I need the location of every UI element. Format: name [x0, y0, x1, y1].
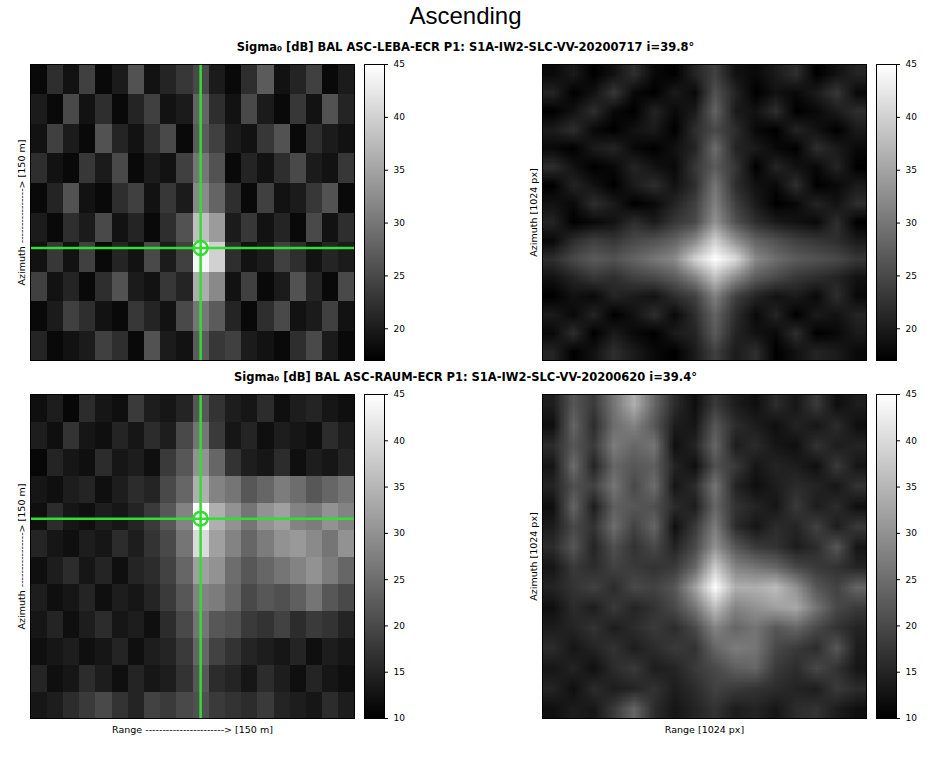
svg-text:45: 45: [906, 59, 917, 69]
svg-text:Azimuth ----------------> [150: Azimuth ----------------> [150 m]: [16, 140, 27, 286]
svg-text:45: 45: [906, 389, 917, 399]
svg-text:15: 15: [906, 667, 917, 677]
svg-text:Range [1024 px]: Range [1024 px]: [665, 724, 744, 735]
svg-text:30: 30: [906, 218, 918, 228]
svg-text:20: 20: [906, 324, 918, 334]
svg-text:40: 40: [394, 436, 406, 446]
svg-text:30: 30: [394, 218, 406, 228]
svg-text:10: 10: [906, 713, 918, 723]
svg-text:25: 25: [394, 575, 405, 585]
svg-text:25: 25: [906, 271, 917, 281]
svg-text:40: 40: [906, 112, 918, 122]
svg-text:25: 25: [394, 271, 405, 281]
html-text:Sigma₀ [dB] BAL ASC-RAUM-ECR P: Sigma₀ [dB] BAL ASC-RAUM-ECR P1: S1A-IW2…: [234, 370, 697, 384]
svg-text:Azimuth [1024 px]: Azimuth [1024 px]: [528, 168, 539, 256]
svg-text:30: 30: [906, 528, 918, 538]
svg-text:40: 40: [394, 112, 406, 122]
svg-text:45: 45: [394, 389, 405, 399]
svg-text:Azimuth ----------------> [150: Azimuth ----------------> [150 m]: [16, 484, 27, 630]
svg-text:40: 40: [906, 436, 918, 446]
html-text:Sigma₀ [dB] BAL ASC-LEBA-ECR P: Sigma₀ [dB] BAL ASC-LEBA-ECR P1: S1A-IW2…: [236, 40, 695, 54]
svg-text:20: 20: [906, 621, 918, 631]
svg-text:35: 35: [906, 165, 917, 175]
svg-text:20: 20: [394, 324, 406, 334]
svg-text:45: 45: [394, 59, 405, 69]
svg-text:35: 35: [394, 482, 405, 492]
svg-text:25: 25: [906, 575, 917, 585]
svg-text:15: 15: [394, 667, 405, 677]
svg-text:30: 30: [394, 528, 406, 538]
svg-text:20: 20: [394, 621, 406, 631]
svg-text:35: 35: [906, 482, 917, 492]
svg-text:10: 10: [394, 713, 406, 723]
svg-text:35: 35: [394, 165, 405, 175]
svg-text:Range ----------------------->: Range -----------------------> [150 m]: [112, 724, 273, 735]
svg-text:Azimuth [1024 px]: Azimuth [1024 px]: [528, 512, 539, 600]
html-text:Ascending: Ascending: [409, 2, 522, 29]
